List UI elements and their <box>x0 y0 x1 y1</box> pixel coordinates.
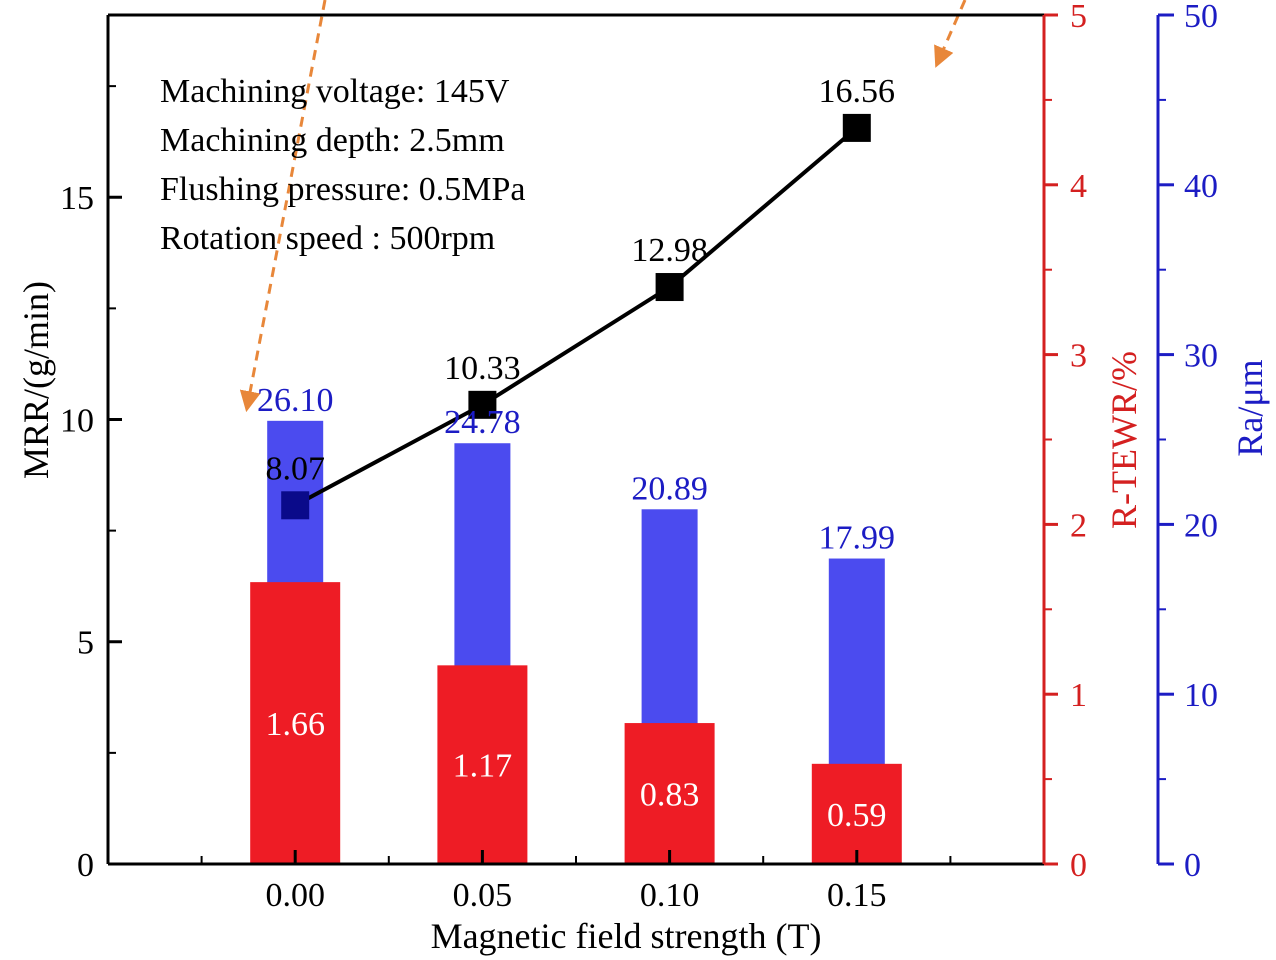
rtewr-value-label: 0.83 <box>640 777 700 814</box>
ra-tick-label: 0 <box>1184 847 1201 884</box>
rtewr-tick-label: 5 <box>1070 0 1087 35</box>
mrr-value-label: 16.56 <box>819 73 896 110</box>
mrr-value-label: 10.33 <box>444 350 521 387</box>
rtewr-value-label: 1.66 <box>265 706 325 743</box>
annotation-speed: Rotation speed : 500rpm <box>160 220 495 257</box>
bar-value-labels: 26.10 24.78 20.89 17.99 1.66 1.17 0.83 0.59 <box>257 382 895 834</box>
ra-tick-label: 30 <box>1184 338 1218 375</box>
rtewr-bar <box>624 723 715 864</box>
mrr-line <box>294 126 859 508</box>
ra-value-label: 24.78 <box>444 404 521 441</box>
mrr-point <box>655 273 684 302</box>
rtewr-axis-ticks: 0 1 2 3 4 5 <box>1044 0 1087 884</box>
x-axis-ticks: 0.00 0.05 0.10 0.15 <box>200 850 952 914</box>
ra-tick-label: 40 <box>1184 168 1218 205</box>
rtewr-bar <box>250 582 341 864</box>
ra-value-label: 17.99 <box>819 520 896 557</box>
annotation-pressure: Flushing pressure: 0.5MPa <box>160 171 526 208</box>
annotation-arrows <box>239 0 967 413</box>
ra-tick-label: 50 <box>1184 0 1218 35</box>
mrr-tick-label: 5 <box>77 625 94 662</box>
x-tick-label: 0.15 <box>827 877 887 914</box>
ra-value-label: 20.89 <box>631 470 708 507</box>
mrr-axis-title: MRR/(g/min) <box>16 281 56 479</box>
rtewr-bar <box>811 763 902 864</box>
mrr-point <box>468 390 497 419</box>
ra-value-label: 26.10 <box>257 382 334 419</box>
rtewr-tick-label: 2 <box>1070 507 1087 544</box>
rtewr-tick-label: 3 <box>1070 338 1087 375</box>
mrr-value-label: 12.98 <box>631 232 708 269</box>
rtewr-tick-label: 0 <box>1070 847 1087 884</box>
annotation-depth: Machining depth: 2.5mm <box>160 122 505 159</box>
ra-axis-title: Ra/μm <box>1230 359 1270 456</box>
mrr-tick-label: 10 <box>60 402 94 439</box>
rtewr-value-label: 1.17 <box>453 748 513 785</box>
mrr-tick-label: 15 <box>60 180 94 217</box>
mrr-axis-ticks: 0 5 10 15 <box>60 85 122 884</box>
rtewr-axis-title: R-TEWR/% <box>1104 351 1144 529</box>
ra-tick-label: 20 <box>1184 507 1218 544</box>
x-tick-label: 0.10 <box>640 877 700 914</box>
annotation-voltage: Machining voltage: 145V <box>160 73 510 110</box>
rtewr-bar <box>437 665 528 864</box>
mrr-point <box>842 113 871 142</box>
mrr-tick-label: 0 <box>77 847 94 884</box>
mrr-line-series: 8.07 10.33 12.98 16.56 <box>265 73 896 520</box>
arrow-to-first-point <box>239 0 327 413</box>
rtewr-value-label: 0.59 <box>827 797 887 834</box>
rtewr-bars <box>250 582 902 864</box>
rtewr-tick-label: 4 <box>1070 168 1087 205</box>
x-axis-title: Magnetic field strength (T) <box>431 916 822 956</box>
rtewr-tick-label: 1 <box>1070 677 1087 714</box>
ra-axis-ticks: 0 10 20 30 40 50 <box>1158 0 1218 884</box>
mrr-point <box>281 491 310 520</box>
process-parameters: Machining voltage: 145V Machining depth:… <box>160 73 526 257</box>
ra-tick-label: 10 <box>1184 677 1218 714</box>
x-tick-label: 0.00 <box>265 877 325 914</box>
x-tick-label: 0.05 <box>453 877 513 914</box>
mrr-value-label: 8.07 <box>265 450 325 487</box>
arrow-to-last-point <box>934 0 967 68</box>
ra-bars <box>267 420 885 864</box>
